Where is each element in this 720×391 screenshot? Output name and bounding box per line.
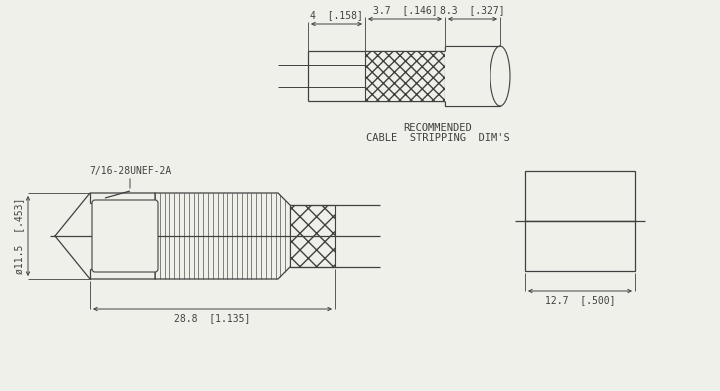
Text: 3.7  [.146]: 3.7 [.146] — [373, 5, 437, 15]
Ellipse shape — [490, 46, 510, 106]
Text: RECOMMENDED: RECOMMENDED — [403, 123, 472, 133]
Bar — [445, 46, 500, 106]
Bar — [445, 46, 490, 106]
Text: 7/16-28UNEF-2A: 7/16-28UNEF-2A — [89, 166, 171, 176]
Bar — [365, 51, 445, 101]
Text: ø11.5  [.453]: ø11.5 [.453] — [14, 198, 24, 274]
Text: 28.8  [1.135]: 28.8 [1.135] — [174, 313, 251, 323]
Text: 12.7  [.500]: 12.7 [.500] — [545, 295, 616, 305]
Text: CABLE  STRIPPING  DIM'S: CABLE STRIPPING DIM'S — [366, 133, 509, 143]
Bar — [525, 221, 635, 271]
Text: 8.3  [.327]: 8.3 [.327] — [440, 5, 505, 15]
Bar — [290, 205, 335, 267]
Text: 4  [.158]: 4 [.158] — [310, 10, 363, 20]
Bar — [525, 171, 635, 221]
FancyBboxPatch shape — [92, 200, 158, 272]
